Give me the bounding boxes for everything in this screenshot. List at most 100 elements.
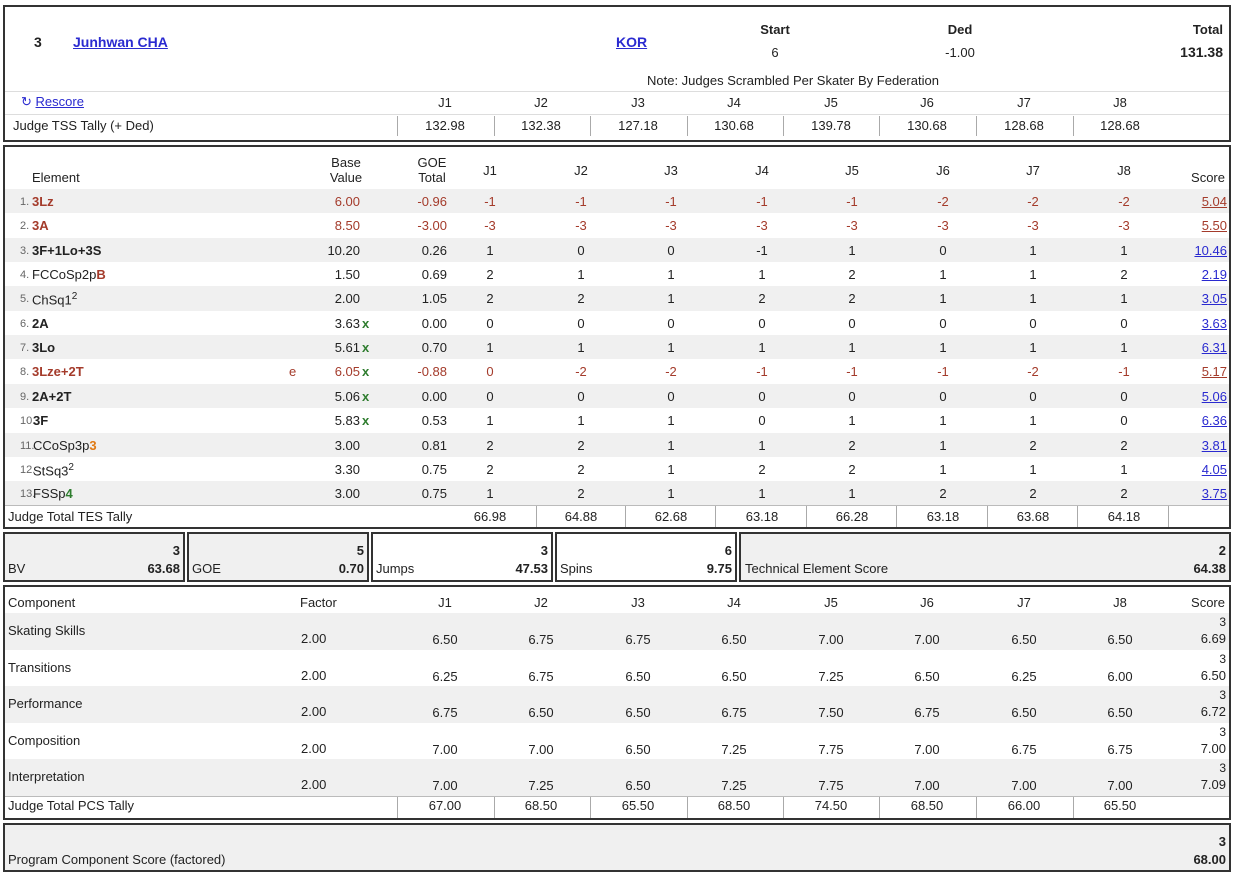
component-row: Composition 2.00 7.00 7.00 6.50 7.25 7.75 7.00 6…	[5, 723, 1229, 760]
judge-score: 1	[758, 437, 766, 453]
component-judge-score: 6.50	[1011, 632, 1037, 647]
tes-tally-value: 63.68	[1016, 509, 1050, 524]
judge-score: 0	[758, 315, 766, 331]
column-divider	[494, 116, 495, 136]
element-row: 11. CCoSp3p3 3.00 0.81 2 2 1 1 2 1 2 2 3.81	[5, 432, 1229, 457]
element-row: 6. 2A 3.63 x 0.00 0 0 0 0 0 0 0 0 3.63	[5, 311, 1229, 335]
element-score-link[interactable]: 4.05	[1201, 461, 1227, 477]
element-level-suffix: 3	[89, 437, 97, 453]
element-col-header: Element	[32, 170, 80, 185]
element-code: FSSp	[33, 486, 66, 502]
column-divider	[1168, 506, 1169, 527]
column-divider	[896, 506, 897, 527]
judge-label-j7: J7	[1017, 95, 1031, 110]
element-code: 3Lze+2T	[32, 364, 84, 380]
component-judge-header-j1: J1	[438, 595, 452, 610]
element-score-link[interactable]: 3.63	[1201, 315, 1227, 331]
rescore-link-wrap[interactable]: ↻ Rescore	[21, 94, 84, 110]
component-judge-score: 7.75	[818, 741, 844, 757]
judge-score: 2	[577, 461, 585, 477]
element-row: 7. 3Lo 5.61 x 0.70 1 1 1 1 1 1 1 1 6.31	[5, 335, 1229, 360]
judge-score: 2	[486, 461, 494, 477]
judge-score: 0	[486, 364, 494, 380]
column-divider	[806, 506, 807, 527]
goe-total: -0.88	[417, 364, 447, 380]
judge-score: 1	[758, 486, 766, 502]
element-number: 6.	[20, 317, 30, 330]
judge-score: -1	[756, 242, 768, 258]
judge-score: 1	[939, 437, 947, 453]
element-score-link[interactable]: 5.17	[1201, 364, 1227, 380]
pcs-tally-value: 65.50	[1103, 798, 1137, 813]
pcs-label: Program Component Score (factored)	[8, 852, 226, 867]
summary-tes: 2 Technical Element Score 64.38	[739, 532, 1231, 582]
base-value: 3.63	[334, 315, 360, 331]
element-code: CCoSp3p	[33, 437, 90, 453]
element-score-link[interactable]: 6.31	[1201, 340, 1227, 356]
judge-score: 1	[939, 267, 947, 283]
element-score-link[interactable]: 6.36	[1201, 413, 1227, 429]
base-value: 5.06	[334, 388, 360, 404]
total-value: 131.38	[1180, 44, 1223, 60]
goe-total: 0.75	[421, 486, 447, 502]
bv-label: BV	[8, 561, 26, 576]
bonus-x-marker: x	[362, 364, 370, 380]
spins-value: 9.75	[706, 561, 732, 576]
judge-score: 0	[758, 388, 766, 404]
base-value: 5.61	[334, 340, 360, 356]
skater-name-link[interactable]: Junhwan CHA	[73, 34, 168, 50]
component-judge-score: 6.50	[721, 632, 747, 647]
judge-score: 1	[667, 291, 675, 307]
element-row: 9. 2A+2T 5.06 x 0.00 0 0 0 0 0 0 0 0 5.06	[5, 383, 1229, 409]
element-number: 5.	[20, 293, 30, 306]
judge-score: 1	[1029, 340, 1037, 356]
judge-score: -1	[756, 194, 768, 209]
jumps-value: 47.53	[515, 561, 548, 576]
summary-goe: 5 GOE 0.70	[187, 532, 369, 582]
element-score-link[interactable]: 5.50	[1201, 218, 1227, 234]
column-divider	[397, 797, 398, 818]
judge-score: 1	[848, 413, 856, 429]
component-score: 7.00	[1200, 740, 1226, 756]
element-score-link[interactable]: 5.04	[1201, 194, 1227, 209]
element-code: 3A	[32, 218, 49, 234]
bonus-x-marker: x	[362, 340, 370, 356]
component-judge-score: 7.00	[1011, 778, 1037, 794]
element-name: 3Lze+2T	[32, 364, 84, 379]
element-superscript: 2	[68, 461, 74, 473]
judge-score: 0	[939, 315, 947, 331]
element-score-link[interactable]: 2.19	[1201, 267, 1227, 283]
element-name: FCCoSp2pB	[32, 267, 106, 282]
judge-score: -3	[1027, 218, 1039, 234]
divider	[5, 114, 1229, 115]
judge-score: 1	[486, 242, 494, 258]
element-info-flag: e	[289, 364, 297, 380]
component-judge-score: 6.50	[625, 778, 651, 794]
component-judge-score: 6.50	[625, 741, 651, 757]
base-value: 5.83	[334, 413, 360, 429]
refresh-icon: ↻	[21, 94, 32, 109]
tes-tally-value: 63.18	[745, 509, 779, 524]
nation-link[interactable]: KOR	[616, 34, 648, 50]
judge-score: -3	[756, 218, 768, 234]
component-judge-score: 6.50	[625, 668, 651, 684]
element-score-link[interactable]: 5.06	[1201, 388, 1227, 404]
component-judge-score: 6.75	[528, 632, 554, 647]
judge-score: 2	[577, 437, 585, 453]
tss-value: 128.68	[1100, 118, 1140, 133]
element-name: FSSp4	[33, 486, 73, 501]
component-rank: 3	[1219, 724, 1226, 739]
column-divider	[590, 797, 591, 818]
component-score: 6.50	[1200, 667, 1226, 683]
judge-score: -3	[846, 218, 858, 234]
element-score-link[interactable]: 3.81	[1201, 437, 1227, 453]
judge-score: 1	[577, 413, 585, 429]
element-score-link[interactable]: 10.46	[1194, 242, 1227, 258]
judge-score: 0	[1120, 388, 1128, 404]
rescore-link[interactable]: Rescore	[35, 94, 84, 109]
element-score-link[interactable]: 3.05	[1201, 291, 1227, 307]
element-score-link[interactable]: 3.75	[1201, 486, 1227, 502]
element-judge-header-j2: J2	[574, 163, 588, 178]
judge-score: 0	[939, 388, 947, 404]
element-name: 3A	[32, 218, 49, 233]
